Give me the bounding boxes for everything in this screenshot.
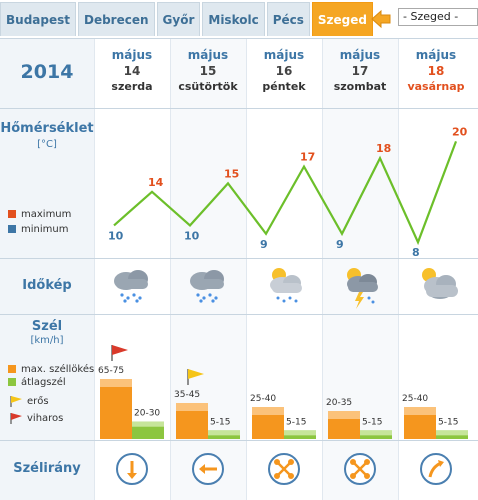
idokep-title: Időkép bbox=[22, 278, 72, 293]
red-flag-icon bbox=[111, 345, 128, 361]
arrow-left-icon bbox=[170, 441, 246, 497]
header-row: 2014 május 14 szerda május 15 csütörtök máju… bbox=[0, 38, 478, 108]
max-temp-label: 18 bbox=[376, 142, 391, 155]
city-tabs: Budapest Debrecen Győr Miskolc Pécs Szeg… bbox=[0, 2, 375, 36]
idokep-row: Időkép bbox=[0, 258, 478, 314]
year-label: 2014 bbox=[20, 61, 74, 83]
day-header: május 14 szerda bbox=[111, 48, 153, 93]
legend-strong: erős bbox=[8, 395, 49, 407]
max-temp-label: 20 bbox=[452, 125, 468, 138]
avg-label: 5-15 bbox=[286, 417, 306, 427]
day-header: május 15 csütörtök bbox=[178, 48, 238, 93]
gust-bar-cap bbox=[100, 379, 132, 387]
gust-label: 35-45 bbox=[174, 390, 200, 400]
rain-shower-cloud-icon bbox=[94, 259, 170, 315]
max-temp-label: 17 bbox=[300, 151, 315, 164]
gust-bar-cap bbox=[252, 407, 284, 415]
variable-direction-icon bbox=[246, 441, 322, 497]
red-flag-icon bbox=[10, 413, 22, 424]
temperature-line bbox=[113, 141, 458, 246]
min-temp-label: 9 bbox=[260, 238, 268, 251]
gust-label: 25-40 bbox=[402, 394, 428, 404]
yellow-flag-icon bbox=[187, 369, 204, 385]
avg-bar-cap bbox=[436, 430, 468, 436]
sun-cloud-rain-icon bbox=[246, 259, 322, 315]
gust-bar bbox=[100, 379, 132, 439]
min-temp-label: 10 bbox=[108, 229, 124, 242]
tab-szeged[interactable]: Szeged bbox=[311, 2, 373, 36]
arrow-up-right-icon bbox=[398, 441, 474, 497]
min-temp-label: 9 bbox=[336, 238, 344, 251]
max-temp-label: 15 bbox=[224, 167, 239, 180]
legend-minimum: minimum bbox=[8, 224, 68, 235]
wind-title: Szél bbox=[31, 319, 63, 334]
wind-row: Szél [km/h] max. széllökés átlagszél erő… bbox=[0, 314, 478, 440]
tab-debrecen[interactable]: Debrecen bbox=[77, 2, 155, 36]
yellow-flag-icon bbox=[10, 396, 22, 407]
sun-heavy-cloud-icon bbox=[398, 259, 474, 315]
avg-label: 20-30 bbox=[134, 409, 160, 419]
rain-shower-cloud-icon bbox=[170, 259, 246, 315]
legend-storm: viharos bbox=[8, 412, 63, 424]
temperature-unit: [°C] bbox=[37, 139, 57, 150]
sun-thunderstorm-icon bbox=[322, 259, 398, 315]
variable-direction-icon bbox=[322, 441, 398, 497]
min-temp-label: 10 bbox=[184, 229, 200, 242]
arrow-vertical-icon bbox=[94, 441, 170, 497]
gust-label: 65-75 bbox=[98, 366, 124, 376]
wind-unit: [km/h] bbox=[30, 335, 64, 346]
avg-bar-cap bbox=[132, 421, 164, 427]
min-temp-label: 8 bbox=[412, 246, 420, 259]
gust-label: 25-40 bbox=[250, 394, 276, 404]
temperature-chart: 14 10 15 10 17 9 18 9 20 8 bbox=[108, 125, 468, 259]
day-header: május 18 vasárnap bbox=[407, 48, 465, 93]
top-bar: Budapest Debrecen Győr Miskolc Pécs Szeg… bbox=[0, 0, 478, 40]
day-header: május 17 szombat bbox=[333, 48, 387, 93]
max-temp-label: 14 bbox=[148, 176, 164, 189]
tab-pecs[interactable]: Pécs bbox=[266, 2, 310, 36]
direction-row: Szélirány bbox=[0, 440, 478, 500]
forecast-grid: 2014 május 14 szerda május 15 csütörtök máju… bbox=[0, 38, 478, 500]
day-header: május 16 péntek bbox=[262, 48, 306, 93]
direction-title: Szélirány bbox=[13, 461, 81, 476]
avg-label: 5-15 bbox=[210, 417, 230, 427]
city-select[interactable]: - Szeged - bbox=[398, 8, 478, 26]
avg-bar-cap bbox=[360, 430, 392, 436]
legend-avg-wind: átlagszél bbox=[8, 377, 66, 388]
tab-miskolc[interactable]: Miskolc bbox=[202, 2, 265, 36]
avg-bar-cap bbox=[284, 430, 316, 436]
tab-gyor[interactable]: Győr bbox=[156, 2, 201, 36]
temperature-title: Hőmérséklet bbox=[0, 121, 94, 136]
gust-bar-cap bbox=[328, 411, 360, 419]
avg-label: 5-15 bbox=[362, 417, 382, 427]
gust-bar-cap bbox=[176, 403, 208, 411]
avg-bar-cap bbox=[208, 430, 240, 436]
temperature-row: Hőmérséklet [°C] maximum minimum 14 10 15 1… bbox=[0, 108, 478, 259]
legend-maximum: maximum bbox=[8, 209, 71, 220]
avg-label: 5-15 bbox=[438, 417, 458, 427]
wind-chart: 65-75 20-30 35-45 5-15 25-40 5-15 20-35 5-15 25-… bbox=[98, 345, 468, 439]
gust-label: 20-35 bbox=[326, 398, 352, 408]
gust-bar-cap bbox=[404, 407, 436, 415]
legend-max-gust: max. széllökés bbox=[8, 364, 94, 375]
back-arrow-icon[interactable] bbox=[370, 8, 392, 30]
tab-budapest[interactable]: Budapest bbox=[0, 2, 76, 36]
